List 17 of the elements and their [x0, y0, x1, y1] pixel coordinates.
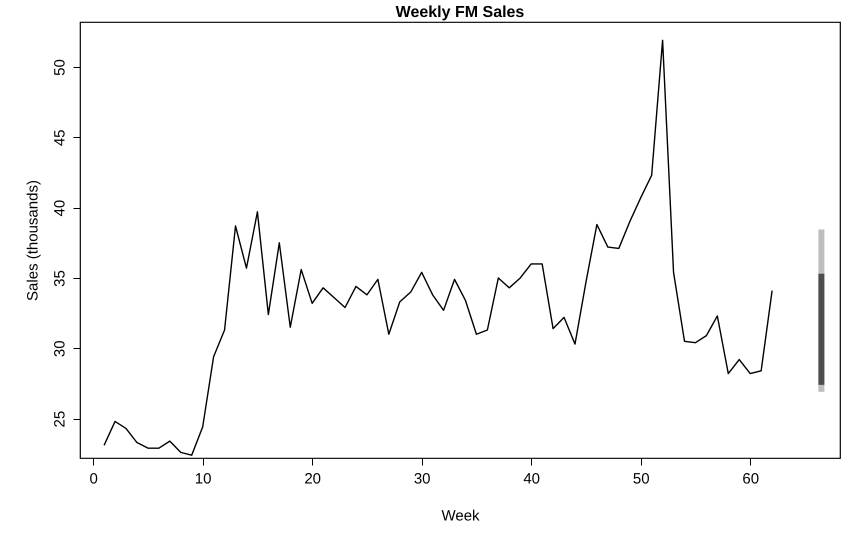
x-axis-title: Week	[441, 508, 480, 524]
x-tick-label: 50	[632, 470, 650, 488]
x-tick-label: 20	[304, 470, 322, 488]
y-tick-label: 40	[52, 200, 68, 216]
y-tick-label: 30	[52, 340, 68, 358]
x-tick-label: 10	[194, 470, 212, 488]
y-tick-label: 35	[52, 270, 68, 287]
y-tick-label: 50	[52, 59, 68, 76]
y-tick-label: 25	[52, 410, 68, 428]
line-series	[103, 40, 773, 456]
x-tick-label: 0	[89, 470, 98, 488]
x-tick-label: 60	[742, 470, 760, 488]
x-tick-label: 30	[414, 470, 431, 488]
y-tick-label: 45	[52, 129, 68, 146]
x-tick-label: 40	[523, 470, 540, 488]
chart-title: Weekly FM Sales	[396, 4, 524, 21]
y-axis-title: Sales (thousands)	[24, 180, 42, 301]
